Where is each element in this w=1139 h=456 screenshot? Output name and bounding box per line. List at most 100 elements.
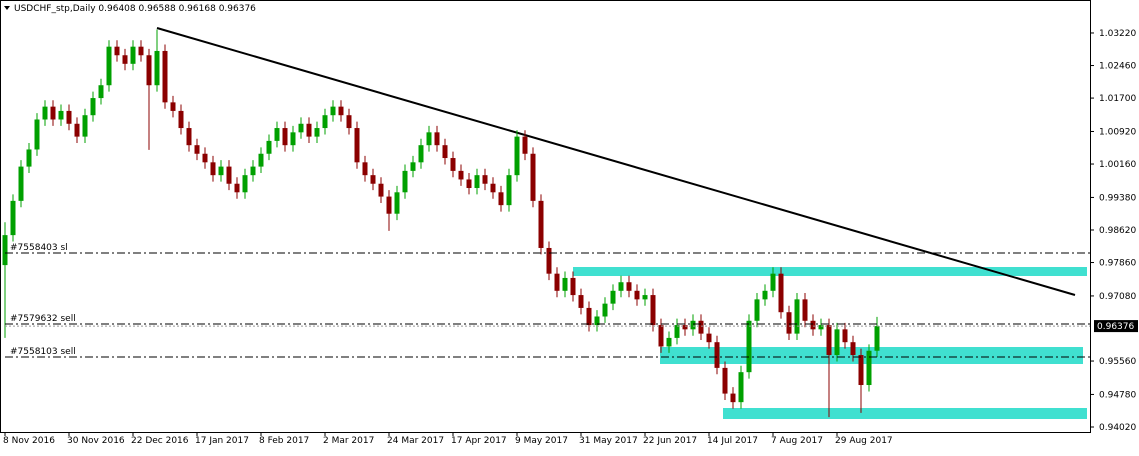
candle-body	[498, 192, 504, 206]
candle-body	[842, 329, 848, 343]
candle-body	[306, 123, 312, 137]
candle-body	[522, 136, 528, 154]
candle-body	[82, 115, 88, 137]
candle-body	[474, 175, 480, 189]
candle-body	[218, 166, 224, 176]
candle-body	[778, 273, 784, 313]
candle-body	[594, 316, 600, 326]
candle-body	[106, 46, 112, 86]
candle-body	[114, 46, 120, 56]
candle-body	[682, 325, 688, 330]
candle-body	[578, 295, 584, 308]
candle-body	[434, 132, 440, 146]
candle-body	[722, 367, 728, 394]
x-tick-label: 22 Jun 2017	[643, 436, 697, 446]
candle-body	[2, 235, 8, 266]
candle-body	[74, 123, 80, 137]
candle-body	[626, 282, 632, 291]
candle-body	[834, 329, 840, 356]
candle-body	[330, 106, 336, 116]
candle-body	[530, 153, 536, 201]
candle-body	[34, 119, 40, 150]
candle-body	[810, 320, 816, 330]
candle-body	[138, 46, 144, 56]
candle-body	[602, 303, 608, 317]
candle-body	[874, 326, 880, 351]
x-tick-label: 9 May 2017	[515, 436, 568, 446]
y-tick-label: 0.98620	[1099, 226, 1136, 236]
candle-body	[162, 50, 168, 103]
candle-body	[634, 290, 640, 300]
candle-body	[650, 295, 656, 326]
candle-body	[274, 128, 280, 141]
header-high: 0.96588	[139, 4, 176, 14]
candle-body	[818, 325, 824, 330]
x-tick-label: 22 Dec 2016	[131, 436, 189, 446]
candle-body	[418, 145, 424, 163]
candle-body	[362, 162, 368, 176]
candle-body	[794, 299, 800, 334]
y-tick-label: 1.01700	[1099, 94, 1136, 104]
order-label: #7558403 sl	[10, 243, 68, 253]
candle-body	[90, 98, 96, 116]
zone	[573, 267, 1087, 276]
candle-body	[714, 342, 720, 368]
candle-body	[658, 325, 664, 347]
candle-body	[338, 106, 344, 116]
candle-body	[346, 115, 352, 129]
x-tick-label: 17 Jan 2017	[195, 436, 249, 446]
x-tick-label: 8 Feb 2017	[259, 436, 309, 446]
candle-body	[730, 393, 736, 403]
candle-body	[314, 128, 320, 137]
chart-header: USDCHF_stp,Daily 0.96408 0.96588 0.96168…	[14, 4, 256, 14]
candle-body	[26, 149, 32, 167]
candle-body	[290, 132, 296, 146]
candle-body	[738, 372, 744, 403]
candle-body	[538, 200, 544, 248]
candle-body	[402, 170, 408, 193]
candle-body	[58, 110, 64, 120]
y-tick-label: 0.94020	[1099, 423, 1136, 433]
candle-body	[170, 102, 176, 111]
candle-body	[850, 342, 856, 356]
header-close: 0.96376	[219, 4, 256, 14]
candle-body	[210, 162, 216, 176]
candle-body	[690, 320, 696, 330]
trend-line	[156, 27, 1076, 296]
x-tick-label: 7 Aug 2017	[771, 436, 823, 446]
x-tick-label: 17 Apr 2017	[451, 436, 507, 446]
candle-body	[466, 179, 472, 189]
candle-body	[586, 307, 592, 326]
candle-body	[562, 277, 568, 291]
candle-body	[826, 325, 832, 356]
candle-body	[570, 277, 576, 296]
y-tick-label: 1.03220	[1099, 29, 1136, 39]
candle-body	[410, 162, 416, 171]
candle-body	[786, 312, 792, 334]
candle-body	[666, 337, 672, 347]
x-tick-label: 30 Nov 2016	[67, 436, 125, 446]
zone	[723, 408, 1087, 419]
candle-body	[674, 325, 680, 338]
candle-body	[610, 290, 616, 304]
y-tick-label: 0.99380	[1099, 193, 1136, 203]
candle-body	[442, 145, 448, 159]
candle-body	[698, 320, 704, 334]
price-label: 0.96376	[1097, 322, 1134, 332]
menu-arrow[interactable]	[4, 6, 10, 10]
candle-body	[706, 333, 712, 343]
candle-body	[394, 192, 400, 214]
candle-body	[386, 196, 392, 214]
header-open: 0.96408	[98, 4, 135, 14]
candle-body	[146, 55, 152, 86]
candle-body	[642, 295, 648, 300]
candle-body	[50, 106, 56, 120]
candle-body	[490, 183, 496, 193]
candle-body	[378, 183, 384, 197]
candle-body	[482, 175, 488, 184]
candle-body	[282, 128, 288, 146]
candle-body	[458, 170, 464, 180]
y-tick-label: 0.97860	[1099, 259, 1136, 269]
candle-body	[426, 132, 432, 146]
